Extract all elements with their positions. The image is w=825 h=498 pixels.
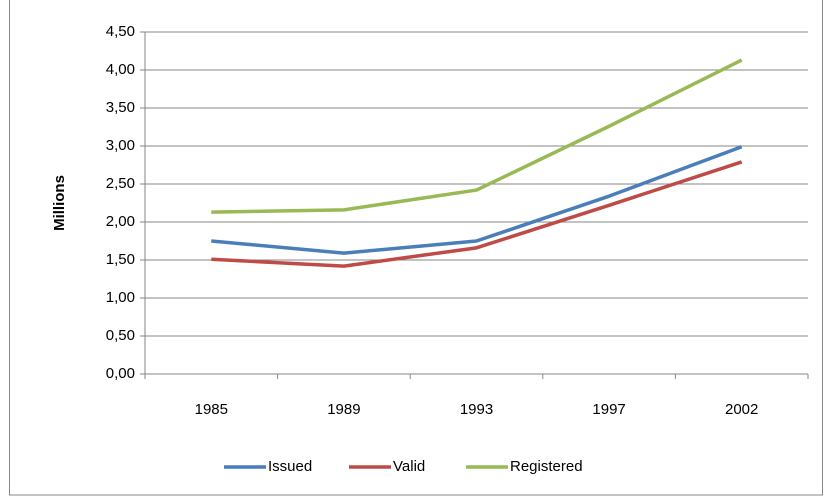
line-series [211,160,743,268]
legend-label: Valid [393,458,425,475]
y-axis-label: Millions [51,175,68,231]
y-tick-label: 4,50 [106,23,135,40]
y-tick-label: 2,50 [106,175,135,192]
y-tick-label: 2,00 [106,213,135,230]
y-tick-label: 0,00 [106,365,135,382]
y-tick-label: 3,00 [106,137,135,154]
y-tick-label: 4,00 [106,61,135,78]
line-series [211,145,743,255]
legend-label: Issued [268,458,312,475]
x-tick-label: 1993 [460,401,493,418]
y-tick-label: 0,50 [106,327,135,344]
line-series [211,58,743,214]
chart-border [9,0,823,496]
x-tick-label: 1989 [327,401,360,418]
y-tick-label: 3,50 [106,99,135,116]
y-tick-label: 1,00 [106,289,135,306]
x-tick-label: 1997 [592,401,625,418]
x-tick-label: 2002 [725,401,758,418]
x-tick-label: 1985 [195,401,228,418]
legend-label: Registered [510,458,583,475]
y-tick-label: 1,50 [106,251,135,268]
